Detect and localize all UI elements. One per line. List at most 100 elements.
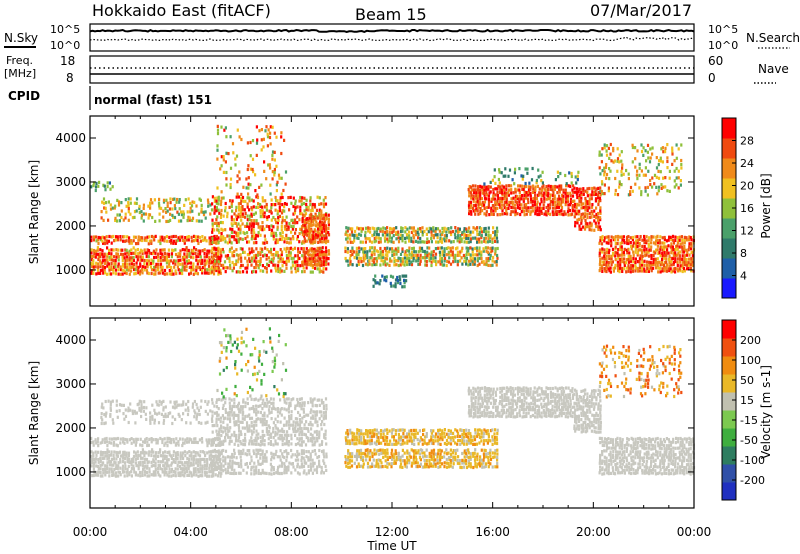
scatter-cell-2 xyxy=(220,472,223,476)
scatter-cell-6 xyxy=(443,229,446,233)
scatter-cell-6 xyxy=(439,262,442,266)
scatter-cell-6 xyxy=(419,240,422,244)
scatter-cell-1 xyxy=(151,414,154,418)
scatter-cell-5 xyxy=(303,259,307,263)
scatter-cell-6 xyxy=(473,246,477,251)
scatter-cell-2 xyxy=(226,455,229,459)
scatter-cell-2 xyxy=(215,417,218,421)
scatter-cell-0 xyxy=(157,239,160,243)
scatter-cell-10 xyxy=(599,199,602,203)
scatter-cell-4 xyxy=(216,148,219,152)
scatter-cell-2 xyxy=(252,449,255,453)
scatter-cell-0 xyxy=(121,248,124,252)
scatter-cell-3 xyxy=(265,208,268,212)
scatter-cell-3 xyxy=(222,266,225,270)
scatter-cell-0 xyxy=(183,248,187,252)
scatter-cell-2 xyxy=(249,461,252,465)
scatter-cell-6 xyxy=(423,249,426,254)
scatter-cell-1 xyxy=(140,400,143,404)
scatter-cell-2 xyxy=(285,459,288,463)
scatter-cell-2 xyxy=(222,448,225,453)
scatter-cell-6 xyxy=(465,233,468,238)
scatter-cell-3 xyxy=(265,253,268,257)
scatter-cell-0 xyxy=(108,437,111,441)
scatter-cell-4 xyxy=(255,141,259,145)
scatter-cell-3 xyxy=(279,257,282,261)
scatter-cell-6 xyxy=(432,259,435,263)
scatter-cell-0 xyxy=(161,470,164,474)
scatter-cell-11 xyxy=(670,238,673,242)
scatter-cell-2 xyxy=(244,439,247,443)
scatter-cell-6 xyxy=(368,239,371,243)
scatter-cell-3 xyxy=(217,228,220,232)
scatter-cell-3 xyxy=(287,259,290,263)
scatter-cell-2 xyxy=(235,422,238,427)
scatter-cell-6 xyxy=(454,253,457,257)
scatter-cell-8 xyxy=(535,197,538,201)
scatter-cell-1 xyxy=(138,408,141,412)
scatter-cell-1 xyxy=(186,210,189,214)
scatter-cell-4 xyxy=(225,170,228,175)
scatter-cell-6 xyxy=(454,229,458,233)
scatter-cell-8 xyxy=(514,187,517,191)
scatter-cell-11 xyxy=(631,235,634,240)
scatter-cell-1 xyxy=(115,403,118,407)
scatter-cell-0 xyxy=(130,259,133,263)
scatter-cell-0 xyxy=(201,470,204,474)
scatter-cell-5 xyxy=(321,230,324,234)
scatter-cell-1 xyxy=(176,210,179,214)
scatter-cell-0 xyxy=(99,252,102,256)
scatter-cell-1 xyxy=(193,409,196,413)
scatter-cell-11 xyxy=(657,266,660,270)
scatter-cell-2 xyxy=(235,433,238,438)
scatter-cell-0 xyxy=(128,236,131,240)
scatter-cell-3 xyxy=(261,212,265,216)
scatter-cell-6 xyxy=(456,236,459,240)
scatter-cell-6 xyxy=(382,262,385,266)
scatter-cell-2 xyxy=(233,404,236,409)
scatter-cell-0 xyxy=(99,470,102,475)
scatter-cell-2 xyxy=(252,430,255,434)
scatter-cell-11 xyxy=(683,238,686,242)
scatter-cell-0 xyxy=(183,461,187,465)
scatter-cell-8 xyxy=(483,206,486,211)
scatter-cell-0 xyxy=(163,454,166,458)
scatter-cell-6 xyxy=(382,226,385,230)
scatter-cell-2 xyxy=(224,416,227,420)
scatter-cell-3 xyxy=(213,205,216,209)
scatter-cell-6 xyxy=(489,246,492,250)
scatter-cell-11 xyxy=(688,257,691,261)
scatter-cell-8 xyxy=(496,194,499,198)
scatter-cell-2 xyxy=(278,464,281,468)
scatter-cell-3 xyxy=(215,209,218,213)
scatter-cell-3 xyxy=(250,256,253,260)
scatter-cell-0 xyxy=(128,258,131,262)
scatter-cell-0 xyxy=(124,252,127,256)
scatter-cell-0 xyxy=(186,460,189,464)
scatter-cell-0 xyxy=(134,271,137,276)
scatter-cell-3 xyxy=(255,219,258,223)
scatter-cell-12 xyxy=(620,183,623,187)
scatter-cell-3 xyxy=(281,260,284,264)
scatter-cell-10 xyxy=(588,186,591,191)
scatter-cell-6 xyxy=(482,260,485,264)
scatter-cell-0 xyxy=(110,272,113,276)
scatter-cell-6 xyxy=(369,230,372,234)
scatter-cell-2 xyxy=(263,422,266,427)
scatter-cell-3 xyxy=(213,199,216,203)
scatter-cell-3 xyxy=(279,254,282,258)
scatter-cell-8 xyxy=(571,194,575,198)
scatter-cell-0 xyxy=(152,450,155,454)
scatter-cell-2 xyxy=(250,455,253,459)
scatter-cell-11 xyxy=(627,254,630,259)
scatter-cell-0 xyxy=(150,268,154,272)
scatter-cell-2 xyxy=(275,426,278,430)
scatter-cell-3 xyxy=(299,227,302,231)
scatter-cell-1 xyxy=(111,206,114,210)
scatter-cell-0 xyxy=(110,453,113,457)
scatter-cell-3 xyxy=(250,212,253,216)
scatter-cell-8 xyxy=(485,190,488,194)
scatter-cell-6 xyxy=(353,239,356,243)
scatter-cell-0 xyxy=(124,265,127,269)
scatter-cell-11 xyxy=(650,263,653,267)
